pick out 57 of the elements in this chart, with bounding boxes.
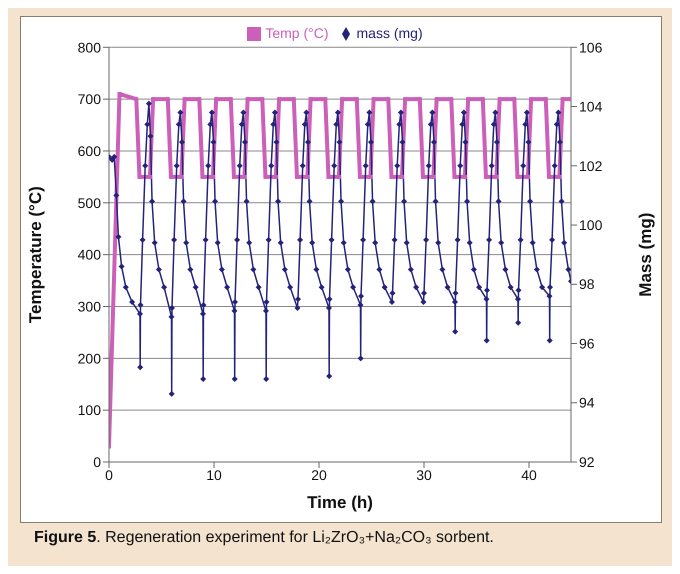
y-tick-label: 700 [78, 91, 102, 108]
y2-axis-title: Mass (mg) [636, 212, 656, 297]
x-axis-title: Time (h) [307, 493, 373, 512]
point [389, 174, 394, 179]
y-tick-label: 600 [78, 142, 102, 159]
point [200, 174, 204, 179]
legend-label: Temp (°C) [265, 25, 329, 41]
point [137, 174, 142, 179]
point [515, 174, 520, 179]
point [274, 174, 278, 179]
point [420, 174, 425, 179]
point [400, 174, 404, 179]
legend-label: mass (mg) [356, 25, 423, 41]
x-tick-label: 10 [206, 466, 222, 483]
point [452, 174, 456, 179]
y-tick-label: 300 [78, 298, 102, 314]
y2-tick-label: 96 [579, 335, 595, 352]
x-tick-label: 20 [311, 466, 327, 483]
point [494, 174, 498, 179]
y2-tick-label: 92 [579, 454, 595, 470]
point [326, 174, 330, 179]
y2-tick-label: 94 [579, 394, 595, 411]
point [242, 174, 246, 179]
point [305, 174, 310, 179]
point [294, 174, 299, 179]
point [462, 174, 467, 179]
y-tick-label: 0 [93, 454, 102, 470]
y-tick-label: 100 [78, 402, 102, 418]
caption: Figure 5. Regeneration experiment for Li₂ZrO₃+Na₂CO₃ sorbent. [33, 528, 495, 548]
y-tick-label: 400 [78, 246, 102, 263]
point [179, 174, 184, 179]
point [368, 174, 372, 179]
x-tick-label: 40 [521, 466, 537, 483]
y2-tick-label: 104 [579, 98, 603, 115]
point [336, 174, 341, 179]
point [484, 174, 488, 179]
point [134, 97, 138, 102]
point [526, 174, 530, 179]
y-axis-title: Temperature (°C) [26, 186, 46, 324]
y2-tick-label: 98 [579, 276, 595, 292]
point [546, 174, 551, 179]
y2-tick-label: 102 [579, 158, 603, 174]
point [358, 174, 362, 179]
point [263, 174, 268, 179]
x-tick-label: 30 [416, 466, 432, 483]
point [168, 174, 173, 179]
y-tick-label: 500 [78, 194, 102, 211]
point [232, 174, 236, 179]
point [210, 174, 215, 179]
y-tick-label: 200 [78, 350, 102, 366]
point [431, 174, 436, 179]
point [557, 174, 562, 179]
point [148, 174, 152, 179]
y-tick-label: 800 [78, 39, 102, 56]
y2-tick-label: 106 [579, 39, 603, 56]
y2-tick-label: 100 [579, 216, 603, 233]
x-tick-label: 0 [105, 466, 114, 483]
